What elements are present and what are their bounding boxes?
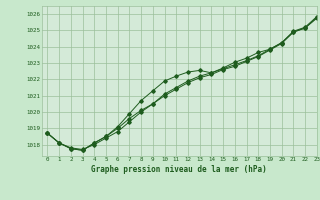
X-axis label: Graphe pression niveau de la mer (hPa): Graphe pression niveau de la mer (hPa) <box>91 165 267 174</box>
